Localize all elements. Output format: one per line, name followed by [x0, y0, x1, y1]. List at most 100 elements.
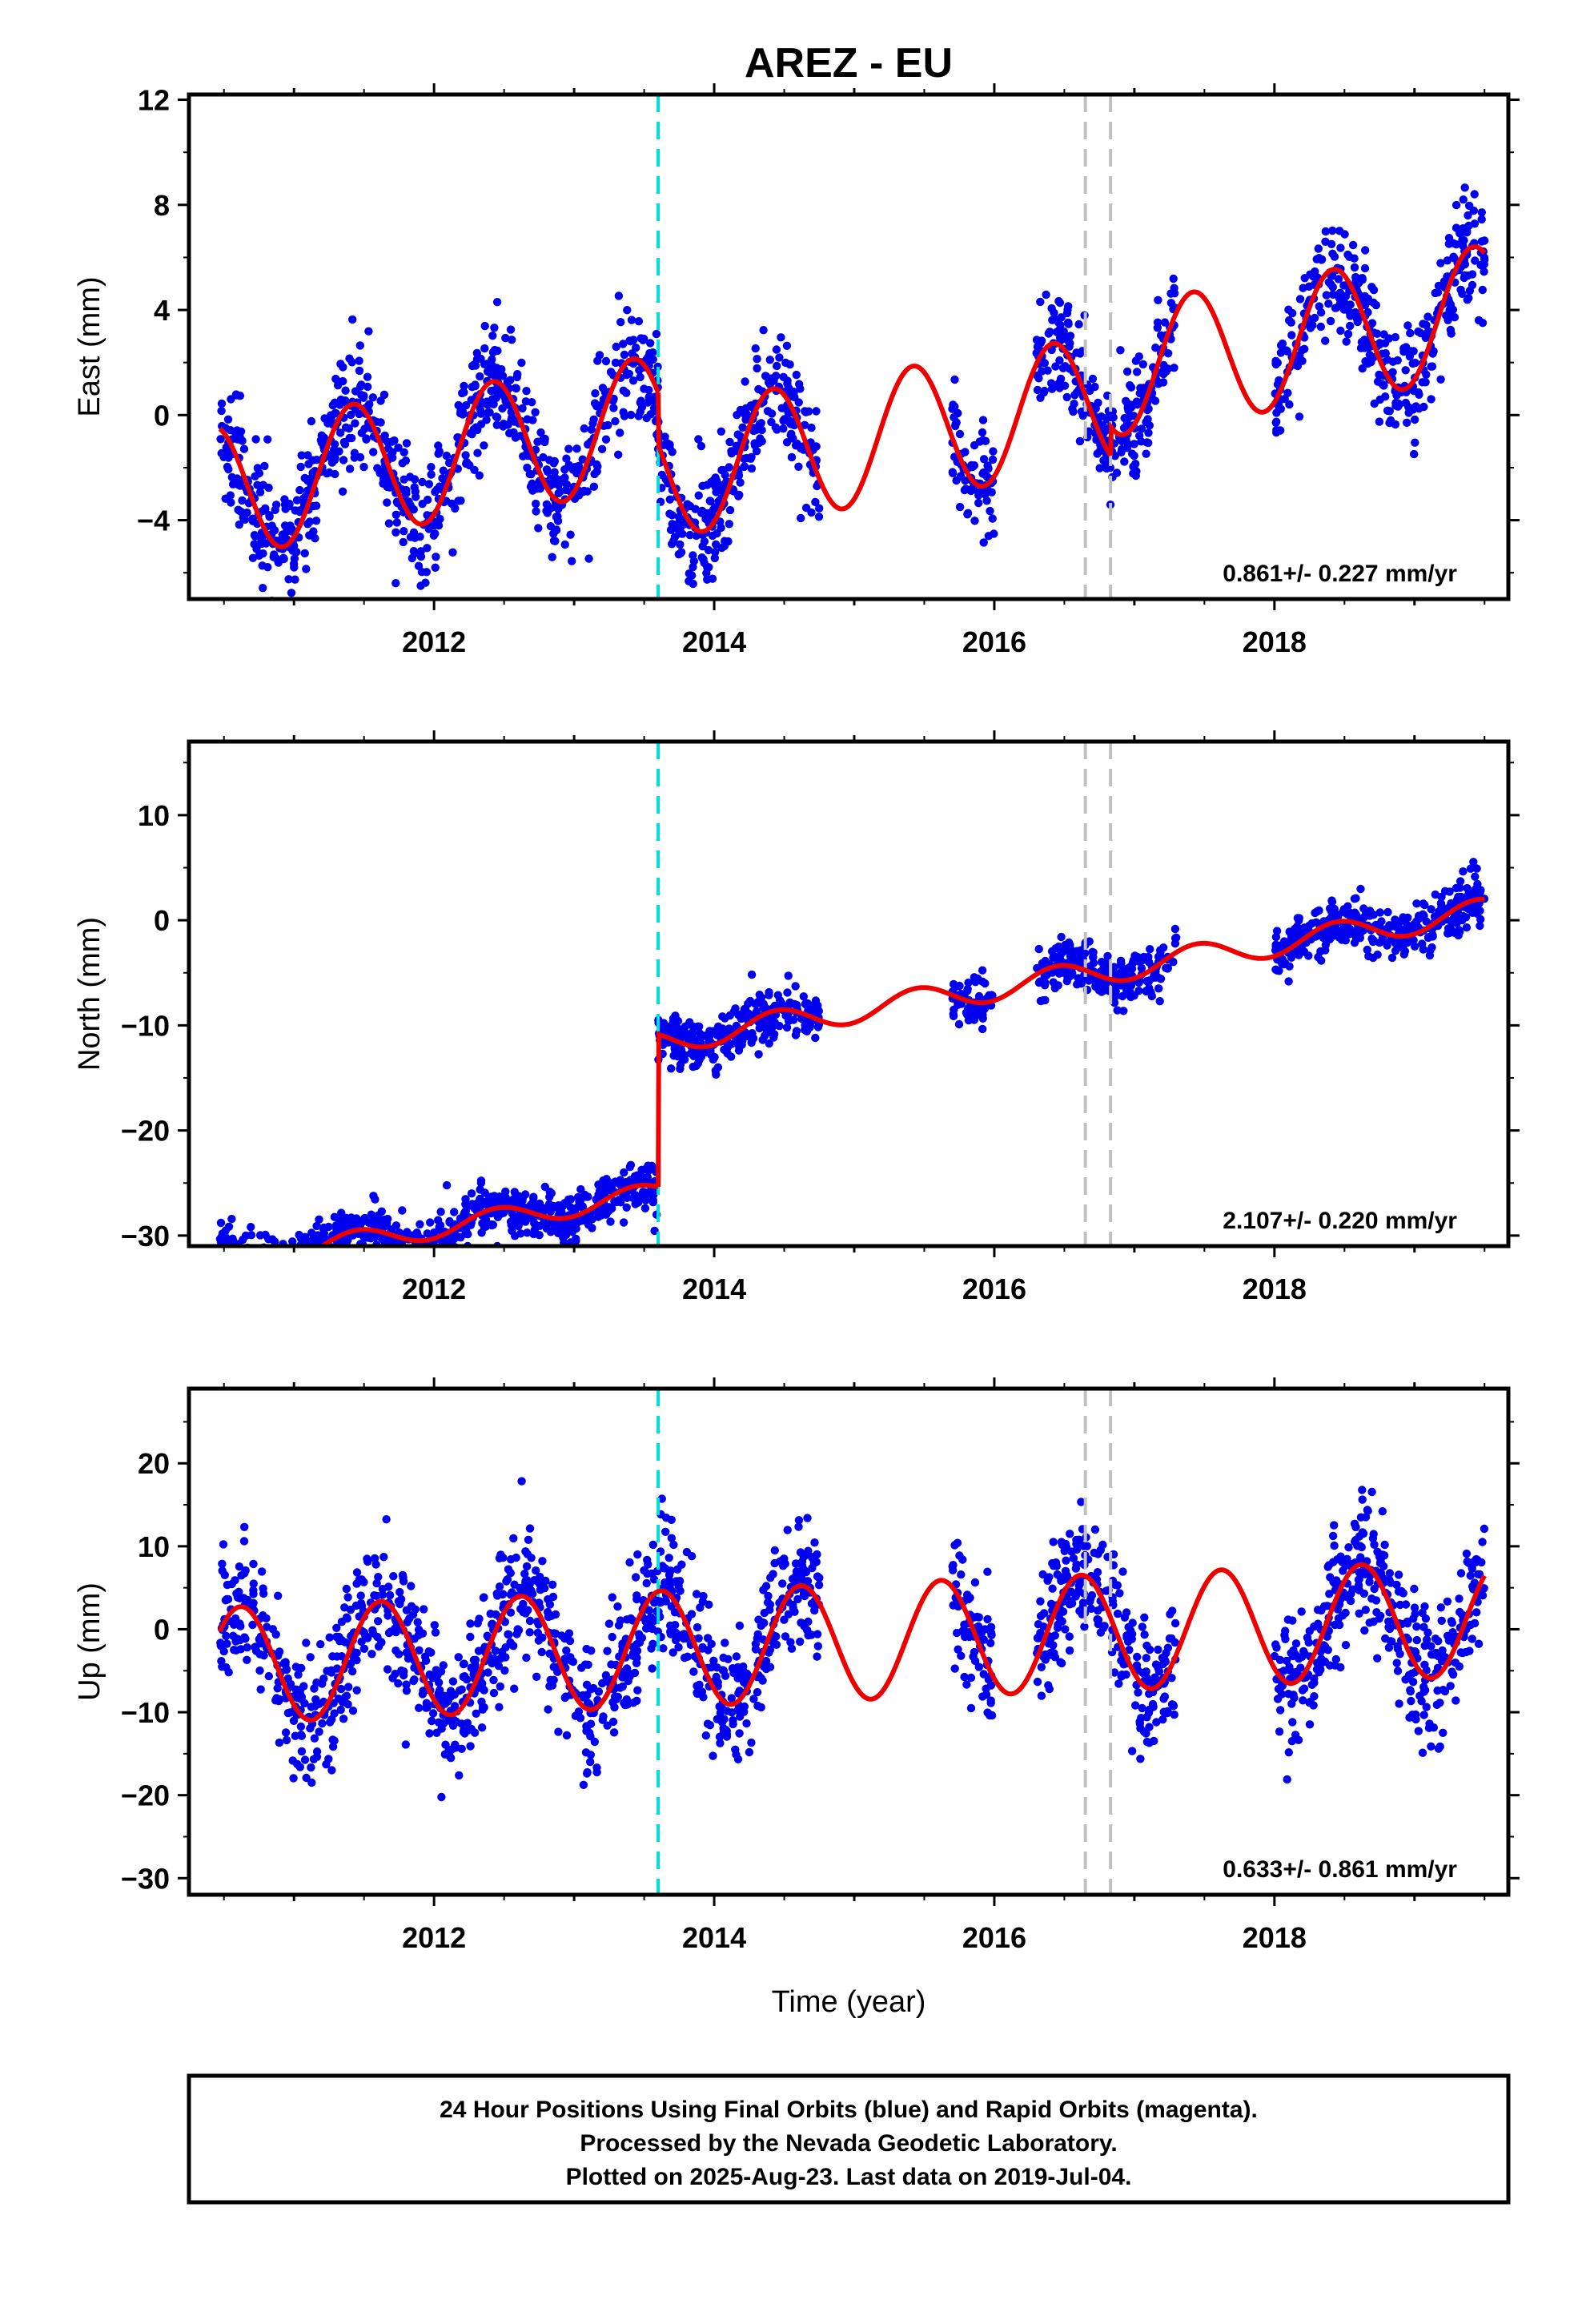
- data-point: [280, 500, 290, 509]
- data-point: [586, 1751, 595, 1759]
- data-point: [974, 498, 983, 508]
- data-point: [579, 1693, 588, 1702]
- data-point: [428, 1709, 438, 1718]
- data-point: [495, 1582, 504, 1591]
- data-point: [282, 1269, 290, 1277]
- data-point: [717, 523, 725, 533]
- data-point: [1126, 403, 1136, 412]
- data-point: [310, 1684, 319, 1693]
- data-point: [1383, 907, 1392, 917]
- data-point: [698, 481, 707, 490]
- data-point: [700, 558, 709, 567]
- data-point: [801, 1000, 810, 1009]
- data-point: [959, 1626, 969, 1634]
- data-point: [648, 1624, 656, 1634]
- data-point: [640, 1566, 648, 1575]
- data-point: [491, 1647, 500, 1655]
- data-point: [761, 1024, 771, 1034]
- data-point: [597, 444, 607, 453]
- data-point: [529, 1192, 538, 1201]
- data-point: [451, 1740, 460, 1749]
- data-point: [263, 1261, 271, 1269]
- data-point: [1401, 366, 1410, 375]
- data-point: [248, 1620, 257, 1630]
- data-point: [402, 1248, 410, 1256]
- data-point: [538, 1557, 547, 1566]
- data-point: [368, 1629, 378, 1638]
- data-point: [811, 996, 821, 1005]
- data-point: [247, 1256, 255, 1265]
- data-point: [1121, 981, 1130, 991]
- y-tick-label: −20: [121, 1115, 170, 1148]
- data-point: [582, 1644, 591, 1654]
- data-point: [544, 467, 552, 476]
- y-tick-label: −30: [121, 1220, 170, 1252]
- data-point: [712, 1070, 721, 1080]
- data-point: [231, 1254, 239, 1262]
- data-point: [331, 398, 339, 407]
- data-point: [1356, 344, 1366, 352]
- data-point: [281, 1658, 290, 1667]
- data-point: [481, 1200, 490, 1209]
- data-point: [560, 473, 569, 482]
- data-point: [431, 1628, 440, 1637]
- data-point: [506, 1608, 516, 1617]
- data-point: [1064, 302, 1073, 311]
- data-point: [598, 1679, 607, 1688]
- data-point: [440, 1719, 448, 1727]
- data-point: [463, 1719, 472, 1727]
- data-point: [667, 1064, 676, 1073]
- data-point: [1460, 183, 1469, 192]
- data-point: [455, 1771, 464, 1780]
- data-point: [727, 447, 736, 456]
- data-point: [554, 1727, 563, 1736]
- data-point: [255, 468, 264, 478]
- data-point: [327, 1668, 336, 1677]
- data-point: [237, 1262, 245, 1270]
- data-point: [297, 1282, 305, 1290]
- data-point: [718, 1024, 727, 1033]
- data-point: [497, 365, 506, 374]
- data-point: [736, 1712, 745, 1721]
- data-point: [978, 436, 988, 444]
- data-point: [676, 549, 685, 558]
- data-point: [219, 1232, 227, 1240]
- data-point: [223, 1580, 232, 1590]
- data-point: [1478, 285, 1488, 295]
- data-point: [707, 1663, 717, 1672]
- data-point: [961, 476, 970, 485]
- data-point: [508, 413, 516, 422]
- data-point: [560, 540, 569, 549]
- data-point: [736, 432, 745, 440]
- data-point: [1034, 978, 1044, 987]
- data-point: [467, 396, 476, 404]
- data-point: [363, 1557, 372, 1566]
- data-point: [600, 388, 610, 397]
- data-point: [389, 1572, 398, 1581]
- data-point: [1088, 947, 1097, 957]
- data-point: [1387, 953, 1397, 963]
- data-point: [1336, 243, 1345, 252]
- data-point: [500, 1666, 509, 1675]
- data-point: [493, 1591, 502, 1600]
- data-point: [407, 1602, 416, 1610]
- data-point: [332, 1623, 341, 1633]
- data-point: [1445, 306, 1454, 315]
- data-point: [504, 1565, 513, 1574]
- data-point: [764, 1591, 773, 1601]
- data-point: [1095, 464, 1104, 472]
- data-point: [759, 326, 768, 335]
- data-point: [685, 530, 694, 540]
- data-point: [552, 474, 561, 484]
- data-point: [786, 1638, 795, 1647]
- velocity-rate-label: 0.861+/- 0.227 mm/yr: [1223, 561, 1457, 587]
- data-point: [1163, 964, 1172, 973]
- data-point: [970, 440, 979, 450]
- data-point: [979, 538, 988, 547]
- data-point: [1329, 923, 1339, 933]
- data-point: [217, 1260, 225, 1268]
- data-point: [751, 344, 760, 353]
- data-point: [249, 1590, 258, 1598]
- data-point: [1332, 304, 1341, 312]
- data-point: [1156, 946, 1165, 955]
